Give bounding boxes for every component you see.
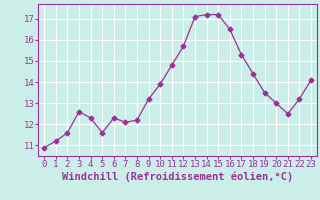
X-axis label: Windchill (Refroidissement éolien,°C): Windchill (Refroidissement éolien,°C) [62, 172, 293, 182]
